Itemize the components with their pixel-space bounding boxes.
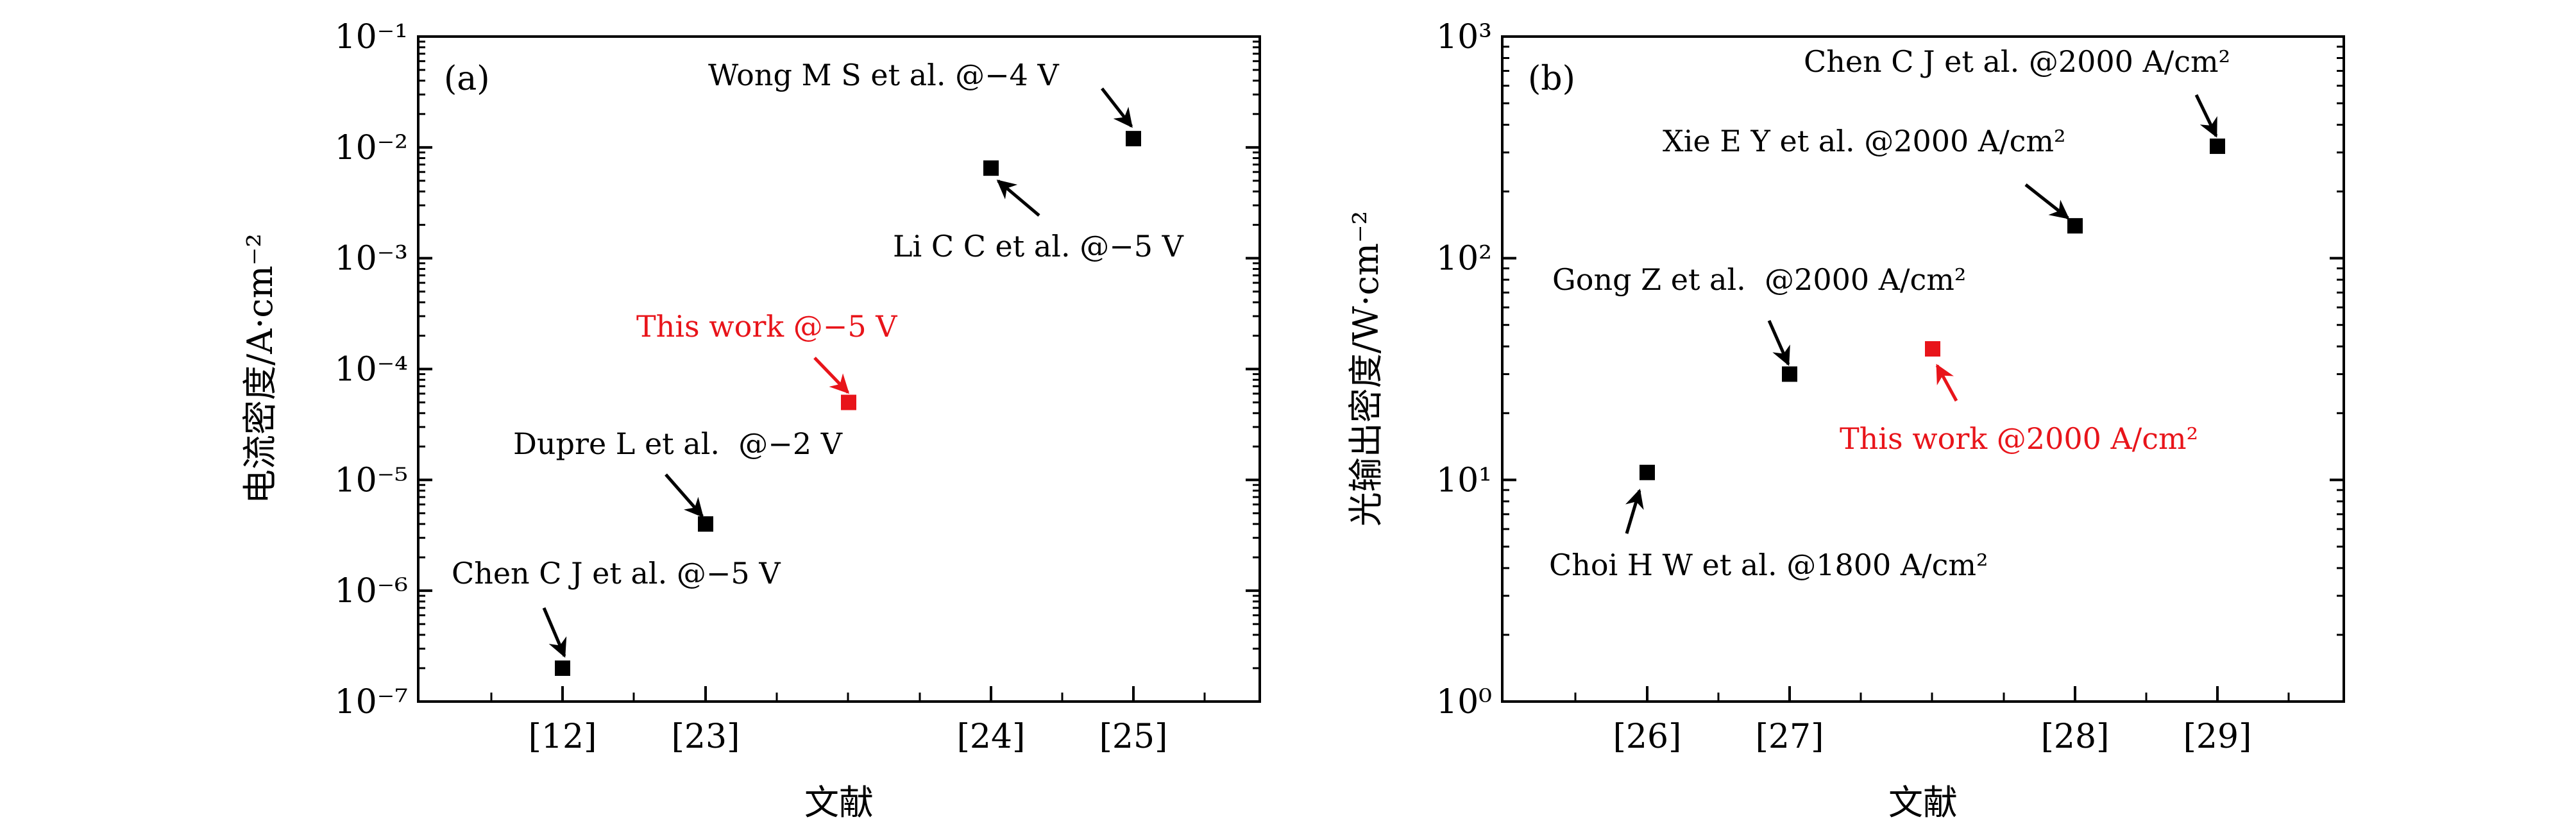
- arrow-this-work-a: [813, 357, 850, 394]
- x-tick-label: [29]: [2183, 718, 2252, 756]
- y-tick-label: 10²: [1436, 240, 1492, 278]
- panel-a-points: [555, 131, 1141, 676]
- panel-b-label: (b): [1528, 60, 1575, 98]
- y-tick-label: 10³: [1436, 18, 1492, 56]
- panel-b-annotation-arrows: [1625, 94, 2218, 534]
- annotation-dupre: Dupre L et al. @−2 V: [513, 426, 843, 461]
- y-tick-label: 10⁻⁴: [335, 351, 408, 389]
- x-tick-label: [23]: [672, 718, 740, 756]
- annotation-chen-a: Chen C J et al. @−5 V: [452, 556, 781, 591]
- annotation-gong: Gong Z et al. @2000 A/cm²: [1552, 262, 1966, 297]
- y-tick-label: 10⁻⁷: [335, 683, 408, 721]
- annotation-this-work-a: This work @−5 V: [636, 309, 897, 344]
- panel-a-x-tick-labels: [12] [23] [24] [25]: [529, 718, 1168, 756]
- data-point-marker: [983, 160, 999, 176]
- annotation-li: Li C C et al. @−5 V: [893, 229, 1184, 264]
- panel-b-x-axis-label: 文献: [1888, 782, 1958, 823]
- arrow-chen-b: [2194, 94, 2218, 138]
- data-point-marker: [1925, 341, 1940, 357]
- arrow-gong: [1767, 319, 1790, 366]
- data-point-marker: [841, 394, 856, 410]
- data-point-marker: [555, 660, 570, 676]
- panel-a-y-axis-label: 电流密度/A·cm⁻²: [240, 233, 280, 504]
- y-tick-label: 10⁰: [1436, 683, 1492, 721]
- panel-b-y-tick-labels: 10⁰ 10¹ 10² 10³: [1436, 18, 1492, 721]
- annotation-xie: Xie E Y et al. @2000 A/cm²: [1663, 124, 2065, 158]
- arrow-this-work-b: [1935, 364, 1958, 402]
- data-point-marker: [698, 516, 713, 532]
- x-tick-label: [12]: [529, 718, 597, 756]
- data-point-marker: [2210, 139, 2225, 155]
- data-point-marker: [1782, 366, 1797, 382]
- y-tick-label: 10⁻⁶: [335, 572, 408, 610]
- arrow-li: [996, 180, 1040, 217]
- panel-b-y-axis: [1502, 35, 2344, 703]
- panel-b-frame: [1501, 35, 2345, 703]
- panel-a-x-axis: [490, 686, 1206, 702]
- panel-a-x-axis-label: 文献: [804, 782, 874, 823]
- panel-b: 10⁰ 10¹ 10² 10³ [26] [27] [28] [29] (b) 文献 光输出…: [1346, 18, 2345, 823]
- panel-a-y-axis: [418, 35, 1260, 703]
- x-tick-label: [26]: [1613, 718, 1682, 756]
- arrow-choi: [1625, 489, 1644, 534]
- arrow-wong: [1101, 87, 1133, 128]
- panel-a-y-tick-labels: 10⁻⁷ 10⁻⁶ 10⁻⁵ 10⁻⁴ 10⁻³ 10⁻² 10⁻¹: [335, 18, 408, 721]
- annotation-this-work-b: This work @2000 A/cm²: [1840, 421, 2198, 456]
- panel-b-x-tick-labels: [26] [27] [28] [29]: [1613, 718, 2252, 756]
- x-tick-label: [27]: [1756, 718, 1824, 756]
- arrow-dupre: [665, 473, 704, 518]
- arrow-xie: [2024, 183, 2070, 219]
- annotation-chen-b: Chen C J et al. @2000 A/cm²: [1804, 44, 2230, 79]
- x-tick-label: [24]: [957, 718, 1026, 756]
- y-tick-label: 10⁻⁵: [335, 461, 408, 500]
- x-tick-label: [28]: [2041, 718, 2110, 756]
- data-point-marker: [2067, 218, 2083, 234]
- panel-a-annotation-arrows: [542, 87, 1133, 658]
- annotation-choi: Choi H W et al. @1800 A/cm²: [1549, 548, 1988, 582]
- panel-a-label: (a): [444, 60, 490, 98]
- y-tick-label: 10⁻³: [335, 240, 408, 278]
- y-tick-label: 10¹: [1436, 461, 1492, 500]
- y-tick-label: 10⁻²: [335, 129, 408, 167]
- panel-a-annotations: Chen C J et al. @−5 V Dupre L et al. @−2…: [452, 58, 1184, 591]
- panel-b-y-axis-label: 光输出密度/W·cm⁻²: [1346, 211, 1386, 526]
- panel-b-points: [1640, 139, 2225, 480]
- data-point-marker: [1640, 464, 1655, 480]
- arrow-chen-a: [542, 607, 567, 658]
- annotation-wong: Wong M S et al. @−4 V: [708, 58, 1060, 92]
- panel-b-annotations: Choi H W et al. @1800 A/cm² Gong Z et al…: [1549, 44, 2230, 582]
- x-tick-label: [25]: [1099, 718, 1168, 756]
- panel-b-x-axis: [1574, 686, 2290, 702]
- panel-a: 10⁻⁷ 10⁻⁶ 10⁻⁵ 10⁻⁴ 10⁻³ 10⁻² 10⁻¹ [12] [23] [24…: [240, 18, 1261, 823]
- y-tick-label: 10⁻¹: [335, 18, 408, 56]
- data-point-marker: [1126, 131, 1141, 147]
